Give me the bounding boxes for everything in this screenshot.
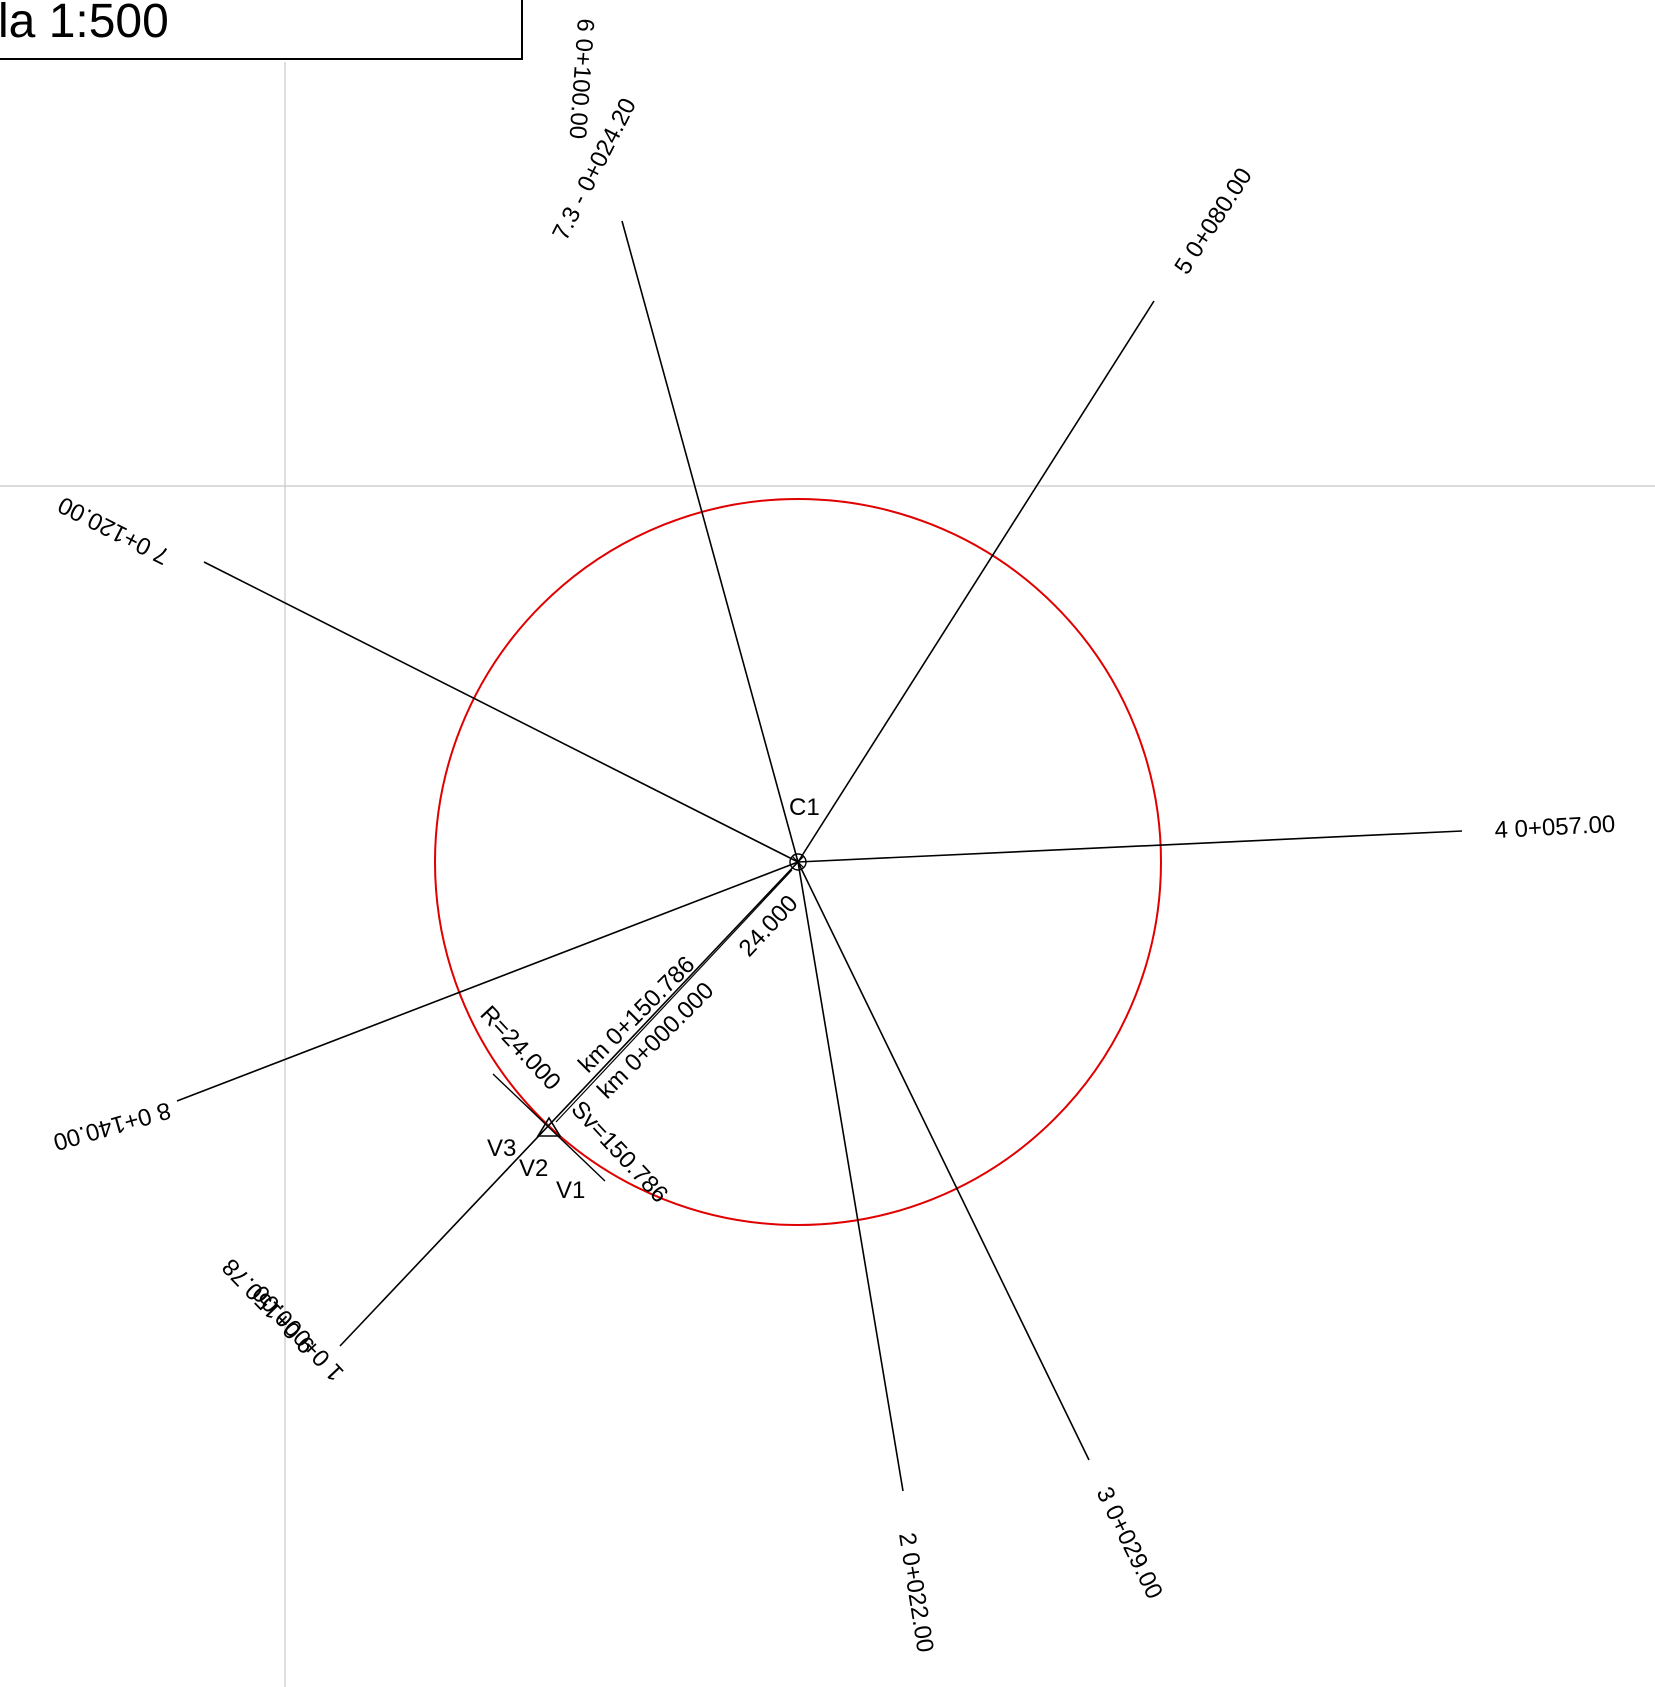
radius-annotation: R=24.000 xyxy=(475,1001,566,1096)
vertex-label-v3: V3 xyxy=(487,1135,516,1162)
center-point-icon xyxy=(789,853,807,871)
dimension-annotation: 24.000 xyxy=(734,890,804,962)
radial-line-3 xyxy=(797,861,1090,1461)
vertex-label-v2: V2 xyxy=(519,1155,548,1182)
dimension-line xyxy=(555,869,793,1123)
radial-line-6 xyxy=(621,220,799,863)
radial-line-4 xyxy=(797,830,1463,863)
radial-label-7-3: 7.3 - 0+024.20 xyxy=(547,94,642,245)
radial-label-5: 5 0+080.00 xyxy=(1169,163,1257,279)
radial-line-7 xyxy=(203,561,799,863)
radial-line-8 xyxy=(176,861,799,1102)
radial-line-1 xyxy=(339,861,799,1347)
curve-circle xyxy=(434,498,1162,1226)
radial-line-2 xyxy=(797,861,904,1492)
radial-label-4: 4 0+057.00 xyxy=(1494,811,1616,844)
scale-label: la 1:500 xyxy=(0,0,169,48)
radial-label-8: 8 0+140.00 xyxy=(50,1096,174,1155)
vertex-label-v1: V1 xyxy=(556,1177,585,1204)
radial-label-6: 6 0+100.00 xyxy=(564,18,599,140)
radial-line-5 xyxy=(797,300,1155,863)
scale-box: la 1:500 xyxy=(0,0,523,60)
radial-label-3: 3 0+029.00 xyxy=(1091,1483,1168,1603)
tangent-tick xyxy=(492,1073,606,1182)
radial-label-2: 2 0+022.00 xyxy=(893,1531,939,1655)
radial-label-7: 7 0+120.00 xyxy=(54,491,174,570)
center-label: C1 xyxy=(789,794,820,821)
vertex-triangle-icon xyxy=(536,1116,562,1137)
radial-label-9: 9 0+150.78 xyxy=(217,1253,320,1359)
center-cross-b xyxy=(791,855,805,869)
